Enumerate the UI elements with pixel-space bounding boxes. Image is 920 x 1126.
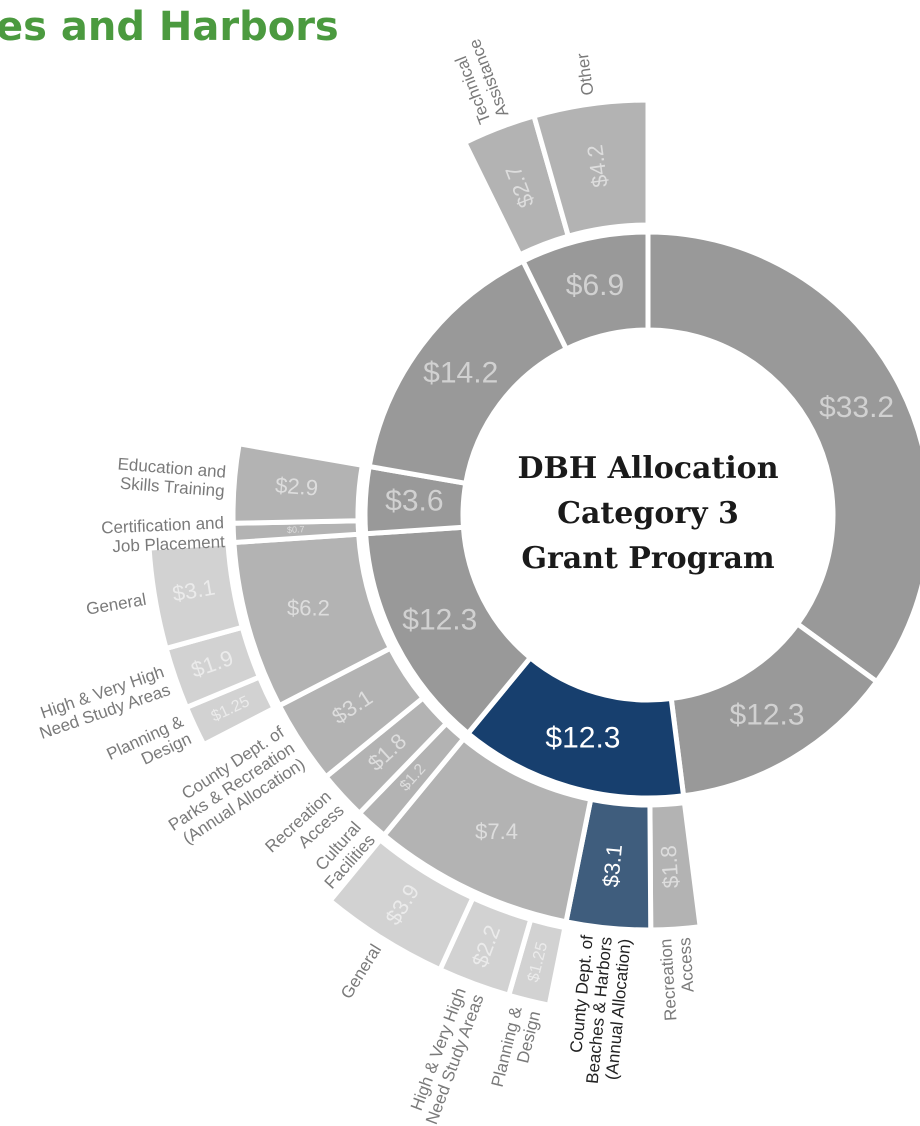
value-label: $12.3	[545, 722, 620, 755]
segment-label-line: Access	[675, 937, 698, 993]
value-label: $3.1	[598, 843, 627, 888]
segment	[146, 540, 246, 652]
value-label: $4.2	[582, 143, 613, 189]
center-label-line: Grant Program	[521, 541, 775, 576]
segment-label: General	[85, 590, 148, 619]
segment-label-line: Other	[573, 51, 598, 96]
segment-label: Other	[573, 51, 598, 96]
segment	[645, 229, 920, 686]
segment-label: Planning &Design	[104, 712, 195, 769]
segment-label: Planning &Design	[488, 1004, 544, 1089]
segment-label-line: General	[337, 941, 385, 1002]
segment	[230, 440, 366, 526]
value-label: $14.2	[423, 357, 498, 390]
center-label-line: DBH Allocation	[517, 451, 778, 486]
value-label: $1.8	[656, 845, 684, 889]
value-label: $2.9	[274, 472, 319, 500]
value-label: $0.7	[287, 524, 305, 535]
value-label: $6.2	[287, 595, 330, 620]
center-label-line: Category 3	[557, 496, 739, 531]
value-label: $33.2	[819, 391, 894, 424]
segment-label: General	[337, 941, 385, 1002]
value-label: $12.3	[729, 698, 804, 731]
center-label: DBH Allocation Category 3 Grant Program	[517, 451, 778, 576]
value-label: $3.6	[385, 485, 443, 518]
segment	[530, 97, 651, 240]
value-label: $6.9	[566, 269, 624, 302]
segment	[326, 836, 477, 973]
segment-label-line: General	[85, 590, 148, 619]
segment-label-line: Job Placement	[112, 532, 225, 556]
value-label: $7.4	[475, 819, 518, 844]
segment	[519, 229, 651, 353]
chart-title: es and Harbors	[0, 4, 339, 50]
value-label: $12.3	[402, 604, 477, 637]
